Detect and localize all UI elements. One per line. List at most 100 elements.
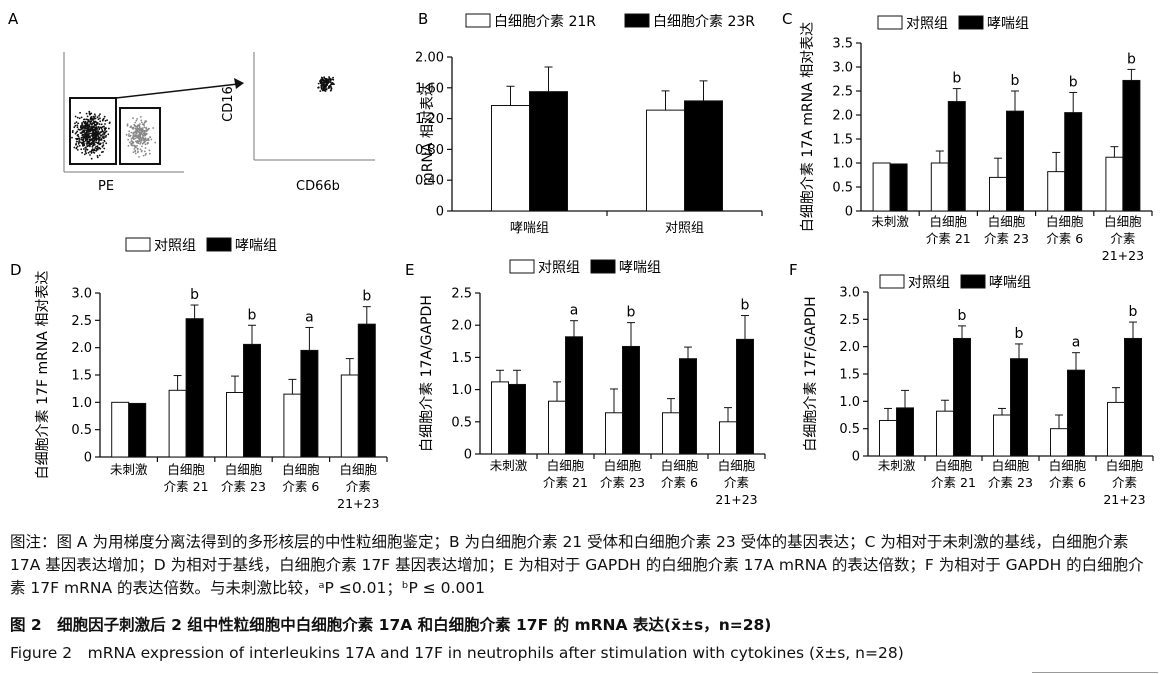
flow-event-dot bbox=[92, 144, 94, 147]
flow-event-dot bbox=[85, 124, 88, 127]
flow-event-dot bbox=[90, 132, 92, 135]
flow-event-dot bbox=[94, 137, 97, 140]
bar-series-1 bbox=[719, 421, 737, 455]
flow-event-dot bbox=[84, 126, 87, 129]
flow-event-dot bbox=[103, 133, 106, 136]
flow-event-dot bbox=[152, 127, 155, 129]
panel-label-c: C bbox=[782, 10, 792, 28]
flow-event-dot bbox=[94, 115, 97, 117]
flow-event-dot bbox=[75, 140, 78, 143]
flow-event-dot bbox=[325, 88, 328, 90]
flow-event-dot bbox=[317, 82, 320, 85]
flow-event-dot bbox=[86, 115, 89, 118]
flow-event-dot bbox=[139, 137, 142, 140]
y-axis-label: 白细胞介素 17F mRNA 相对表达 bbox=[35, 271, 51, 480]
flow-event-dot bbox=[139, 143, 142, 145]
flow-event-dot bbox=[330, 85, 332, 88]
y-tick-label: 0.80 bbox=[415, 143, 444, 158]
flow-event-dot bbox=[327, 80, 330, 83]
flow-event-dot bbox=[141, 131, 143, 133]
y-tick-label: 2.5 bbox=[451, 287, 472, 302]
flow-event-dot bbox=[132, 151, 135, 154]
y-tick-label: 1.0 bbox=[451, 383, 472, 398]
bar-series-2 bbox=[1122, 79, 1141, 212]
y-tick-label: 3.0 bbox=[71, 287, 92, 302]
flow-event-dot bbox=[140, 149, 143, 152]
y-axis-label: mRNA 相对表达 bbox=[420, 82, 436, 186]
flow-event-dot bbox=[143, 138, 146, 141]
flow-event-dot bbox=[126, 124, 129, 127]
x-tick-label: 白细胞介素 21 bbox=[164, 462, 209, 494]
bar-series-2 bbox=[1067, 369, 1085, 457]
flow-event-dot bbox=[139, 116, 142, 118]
flow-event-dot bbox=[136, 148, 139, 151]
flow-event-dot bbox=[82, 129, 85, 132]
flow-event-dot bbox=[320, 84, 323, 87]
flow-event-dot bbox=[136, 118, 139, 120]
flow-event-dot bbox=[81, 134, 84, 137]
panel-a: A PE CD16 CD66b bbox=[8, 10, 375, 194]
significance-mark: b bbox=[958, 308, 967, 324]
legend-swatch bbox=[206, 237, 232, 252]
flow-event-dot bbox=[138, 130, 140, 133]
flow-event-dot bbox=[88, 113, 91, 116]
flow-event-dot bbox=[86, 144, 88, 146]
flow-event-dot bbox=[319, 79, 322, 82]
flow-event-dot bbox=[319, 90, 322, 92]
flow-event-dot bbox=[332, 78, 335, 81]
flow-event-dot bbox=[94, 141, 97, 144]
flow-event-dot bbox=[90, 150, 93, 153]
flow-event-dot bbox=[130, 142, 133, 145]
legend-swatch bbox=[590, 259, 616, 274]
x-tick-label: 白细胞介素 21 bbox=[926, 214, 971, 246]
flow-event-dot bbox=[75, 138, 78, 141]
flow-event-dot bbox=[83, 118, 86, 121]
bar-series-1 bbox=[1050, 428, 1068, 457]
flow-event-dot bbox=[317, 86, 320, 89]
flow-event-dot bbox=[88, 129, 91, 132]
flow-event-dot bbox=[138, 138, 141, 141]
flow-event-dot bbox=[93, 125, 95, 128]
x-tick-label: 未刺激 bbox=[490, 458, 528, 473]
flow-event-dot bbox=[144, 121, 147, 123]
legend-swatch bbox=[960, 274, 986, 289]
flow-event-dot bbox=[140, 138, 143, 141]
flow-plot-cd16-cd66b: CD16 CD66b bbox=[221, 52, 375, 194]
legend-swatch bbox=[877, 15, 903, 30]
flow-event-dot bbox=[145, 152, 148, 155]
flow-event-dot bbox=[138, 123, 141, 125]
flow-event-dot bbox=[108, 127, 110, 130]
legend-swatch bbox=[465, 13, 491, 28]
flow-event-dot bbox=[76, 149, 79, 151]
legend-label: 对照组 bbox=[154, 238, 196, 254]
flow-event-dot bbox=[76, 116, 79, 119]
x-tick-label: 白细胞介素 23 bbox=[984, 214, 1029, 246]
panel-label-e: E bbox=[405, 261, 414, 279]
significance-mark: b bbox=[362, 289, 371, 305]
flow-event-dot bbox=[127, 138, 130, 141]
flow-event-dot bbox=[77, 122, 80, 125]
flow-event-dot bbox=[80, 138, 83, 141]
flow-event-dot bbox=[135, 119, 138, 122]
x-axis-label-pe: PE bbox=[98, 179, 114, 194]
y-tick-label: 0 bbox=[845, 205, 853, 220]
legend-swatch bbox=[958, 15, 984, 30]
bar-series-2 bbox=[357, 323, 376, 458]
flow-event-dot bbox=[93, 113, 96, 116]
flow-event-dot bbox=[97, 134, 99, 137]
flow-event-dot bbox=[90, 112, 93, 115]
y-tick-label: 1.5 bbox=[451, 351, 472, 366]
flow-event-dot bbox=[82, 125, 85, 127]
legend-label: 哮喘组 bbox=[619, 259, 661, 276]
flow-event-dot bbox=[98, 123, 101, 126]
flow-event-dot bbox=[99, 142, 102, 145]
flow-event-dot bbox=[91, 134, 94, 137]
flow-event-dot bbox=[142, 154, 145, 157]
flow-event-dot bbox=[138, 133, 141, 136]
flow-event-dot bbox=[330, 88, 333, 91]
flow-event-dot bbox=[99, 131, 102, 134]
y-tick-label: 1.60 bbox=[415, 81, 444, 96]
flow-event-dot bbox=[84, 146, 87, 149]
flow-event-dot bbox=[142, 136, 144, 139]
